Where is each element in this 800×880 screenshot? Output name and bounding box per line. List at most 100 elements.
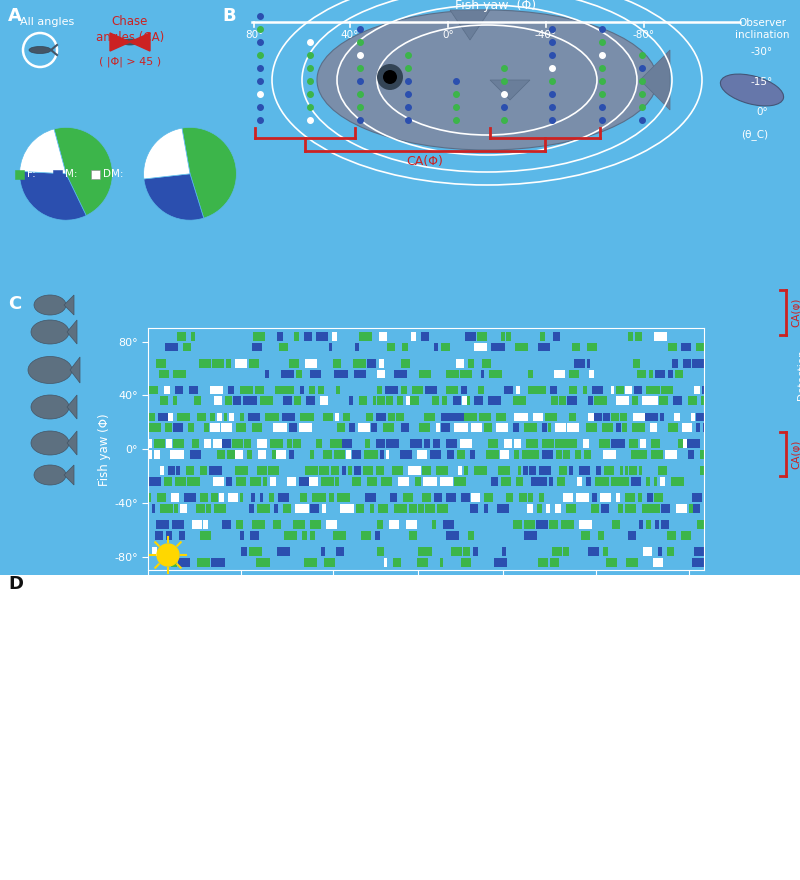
Bar [337, 494, 350, 502]
Bar [336, 547, 344, 556]
Bar [583, 439, 589, 448]
Bar [159, 370, 169, 378]
Bar [654, 332, 667, 341]
Bar [681, 342, 691, 351]
Bar [289, 451, 294, 459]
Text: B: B [222, 7, 236, 25]
Bar [688, 397, 697, 405]
Bar [558, 477, 566, 486]
Bar [514, 451, 518, 459]
Bar [367, 359, 376, 368]
Bar [464, 466, 468, 475]
Bar [386, 342, 394, 351]
Bar [638, 494, 642, 502]
Bar [418, 547, 432, 556]
Bar [441, 423, 450, 432]
Bar [611, 439, 625, 448]
Bar [228, 494, 238, 502]
Bar [240, 494, 243, 502]
Bar [173, 439, 185, 448]
Bar [646, 385, 659, 394]
Bar [661, 385, 673, 394]
Bar [479, 413, 491, 422]
Bar [598, 531, 604, 539]
Bar [550, 397, 558, 405]
Bar [377, 397, 386, 405]
Bar [375, 531, 380, 539]
Bar [496, 423, 508, 432]
Bar [647, 494, 653, 502]
Bar [421, 332, 430, 341]
Bar [198, 359, 211, 368]
Bar [219, 494, 224, 502]
Bar [148, 385, 158, 394]
Bar [300, 413, 314, 422]
Text: -40°: -40° [535, 30, 557, 40]
Polygon shape [174, 624, 218, 845]
Polygon shape [67, 320, 77, 344]
Bar [596, 466, 601, 475]
Bar [154, 451, 160, 459]
Bar [354, 370, 366, 378]
Bar [538, 494, 544, 502]
Bar [376, 466, 384, 475]
Bar [522, 466, 528, 475]
Bar [235, 466, 248, 475]
Bar [289, 359, 299, 368]
Polygon shape [67, 431, 77, 455]
Text: CA(φ): CA(φ) [791, 297, 800, 327]
Bar [501, 332, 506, 341]
Text: Fish yaw  (Φ): Fish yaw (Φ) [455, 0, 537, 12]
Bar [352, 451, 361, 459]
Bar [192, 520, 202, 529]
Bar [367, 477, 377, 486]
Bar [595, 477, 609, 486]
Bar [386, 397, 393, 405]
Bar [183, 494, 196, 502]
Bar [318, 385, 324, 394]
Bar [275, 385, 282, 394]
Bar [258, 451, 266, 459]
Bar [642, 504, 646, 513]
Bar [569, 370, 578, 378]
Wedge shape [20, 129, 66, 174]
Bar [330, 342, 332, 351]
Bar [653, 558, 663, 567]
Ellipse shape [121, 39, 139, 45]
Bar [214, 397, 222, 405]
Bar [255, 385, 264, 394]
Text: Guanine platelet: Guanine platelet [88, 853, 174, 863]
Bar [639, 451, 647, 459]
Bar [589, 370, 594, 378]
Bar [295, 504, 309, 513]
Bar [350, 423, 355, 432]
Bar [310, 451, 314, 459]
Bar [378, 359, 385, 368]
Bar [284, 531, 297, 539]
Bar [392, 466, 403, 475]
Bar [646, 413, 658, 422]
Bar [712, 786, 722, 849]
Bar [250, 531, 259, 539]
Bar [514, 413, 528, 422]
Bar [173, 397, 177, 405]
Bar [187, 423, 194, 432]
Bar [376, 413, 386, 422]
Bar [201, 494, 208, 502]
Text: C: C [8, 295, 22, 313]
Bar [204, 439, 211, 448]
Bar [513, 397, 526, 405]
Bar [468, 531, 474, 539]
Bar [312, 494, 326, 502]
Bar [294, 397, 301, 405]
Bar [583, 385, 586, 394]
Bar [154, 531, 163, 539]
Bar [349, 397, 353, 405]
Text: DM:: DM: [103, 169, 123, 179]
Bar [612, 520, 620, 529]
Legend: Yaw (Φ_G), Pitch (γ_G), Roll (θ_G): Yaw (Φ_G), Pitch (γ_G), Roll (θ_G) [358, 630, 452, 683]
Bar [270, 494, 274, 502]
Bar [294, 332, 299, 341]
Bar [524, 520, 534, 529]
Bar [604, 466, 614, 475]
